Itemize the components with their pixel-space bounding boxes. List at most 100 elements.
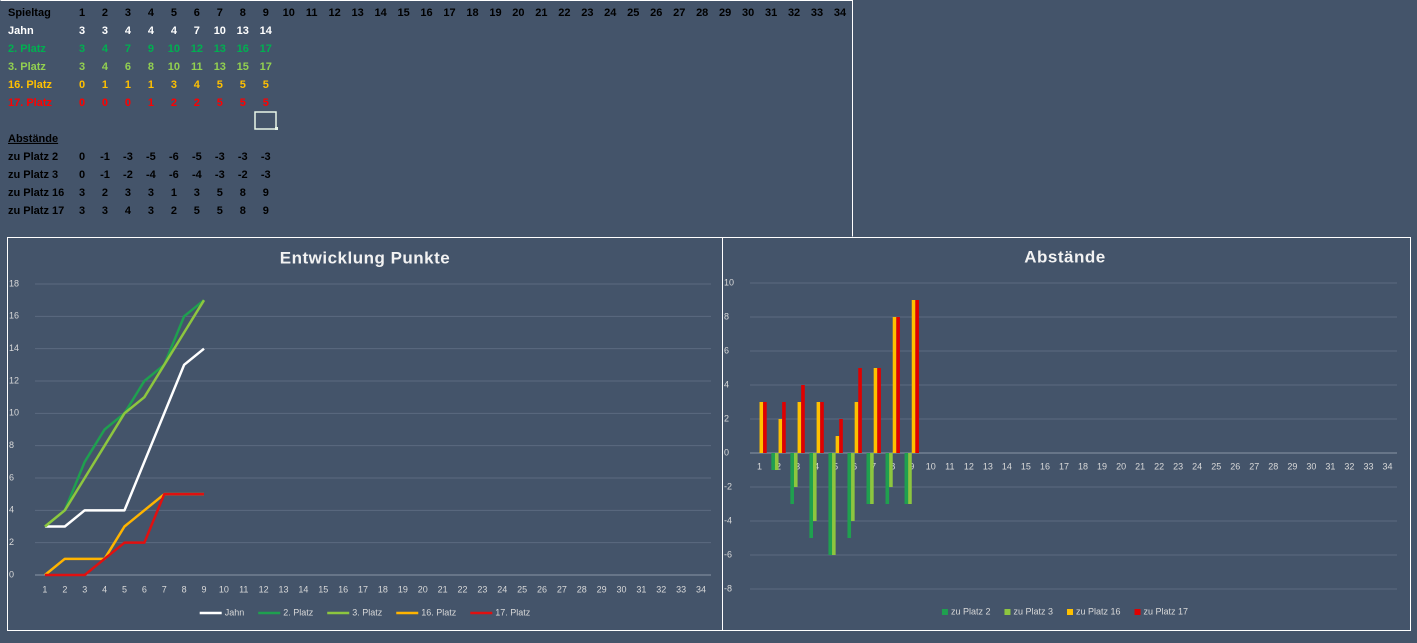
bar	[759, 402, 764, 453]
legend-label: zu Platz 3	[1013, 606, 1053, 616]
cell: -5	[146, 151, 156, 163]
bar	[778, 419, 783, 453]
x-tick-label: 32	[1344, 461, 1354, 471]
header-day: 25	[627, 7, 639, 19]
cell: 6	[125, 61, 131, 73]
x-tick-label: 31	[1325, 461, 1335, 471]
x-tick-label: 17	[1059, 461, 1069, 471]
bar	[839, 419, 843, 453]
cell: -3	[261, 151, 271, 163]
legend-label: 16. Platz	[421, 607, 457, 617]
bar	[809, 453, 814, 538]
x-tick-label: 24	[1192, 461, 1202, 471]
bar	[797, 402, 802, 453]
row-label: Jahn	[8, 25, 34, 37]
cell: 8	[148, 61, 154, 73]
y-tick-label: 0	[724, 447, 729, 457]
x-tick-label: 25	[517, 584, 527, 594]
table-border	[0, 0, 853, 237]
cell: 4	[148, 25, 155, 37]
bar	[889, 453, 893, 487]
cell: -3	[261, 169, 271, 181]
bar	[832, 453, 836, 555]
header-day: 22	[558, 7, 570, 19]
cell: 3	[79, 25, 85, 37]
bar	[813, 453, 817, 521]
bar	[763, 402, 767, 453]
row-label: 2. Platz	[8, 43, 46, 55]
legend-swatch	[1134, 609, 1141, 615]
y-tick-label: 0	[9, 569, 14, 579]
y-tick-label: 18	[9, 278, 19, 288]
cell: 2	[171, 97, 177, 109]
x-tick-label: 28	[1268, 461, 1278, 471]
cell: 11	[191, 61, 203, 73]
section-heading: Abstände	[8, 133, 58, 145]
x-tick-label: 21	[438, 584, 448, 594]
bar	[854, 402, 859, 453]
bar	[793, 453, 798, 487]
y-tick-label: 10	[9, 408, 19, 418]
x-tick-label: 18	[378, 584, 388, 594]
cell: 1	[125, 79, 131, 91]
cell: 1	[148, 79, 154, 91]
y-tick-label: 8	[9, 440, 14, 450]
row-label: 17. Platz	[8, 97, 53, 109]
x-tick-label: 25	[1211, 461, 1221, 471]
row-label: zu Platz 2	[8, 151, 58, 163]
cell: 4	[102, 61, 109, 73]
row-label: zu Platz 3	[8, 169, 58, 181]
selected-cell[interactable]	[254, 111, 277, 130]
cell: 3	[171, 79, 177, 91]
bar	[908, 453, 912, 504]
fill-handle[interactable]	[275, 127, 278, 130]
header-day: 28	[696, 7, 708, 19]
header-day: 27	[673, 7, 685, 19]
cell: 4	[194, 79, 201, 91]
y-tick-label: 8	[724, 311, 729, 321]
header-day: 30	[742, 7, 754, 19]
y-tick-label: -2	[724, 481, 732, 491]
cell: -6	[169, 169, 179, 181]
y-tick-label: -4	[724, 515, 732, 525]
x-tick-label: 29	[1287, 461, 1297, 471]
legend-swatch	[1004, 609, 1011, 615]
header-day: 13	[352, 7, 364, 19]
bar	[790, 453, 794, 504]
x-tick-label: 3	[82, 584, 87, 594]
cell: 3	[79, 187, 85, 199]
chart-title: Entwicklung Punkte	[280, 248, 451, 267]
cell: 7	[125, 43, 131, 55]
bar	[782, 402, 786, 453]
x-tick-label: 32	[656, 584, 666, 594]
x-tick-label: 14	[298, 584, 308, 594]
x-tick-label: 24	[497, 584, 507, 594]
cell: 13	[214, 61, 226, 73]
x-tick-label: 11	[945, 461, 954, 471]
header-day: 3	[125, 7, 131, 19]
cell: 0	[79, 79, 85, 91]
series-line	[44, 299, 206, 528]
y-tick-label: 6	[724, 345, 729, 355]
cell: 14	[260, 25, 273, 37]
cell: -4	[192, 169, 203, 181]
header-day: 2	[102, 7, 108, 19]
header-day: 32	[788, 7, 800, 19]
x-tick-label: 7	[162, 584, 167, 594]
header-day: 17	[443, 7, 455, 19]
cell: 3	[102, 25, 108, 37]
cell: -6	[169, 151, 179, 163]
cell: -3	[238, 151, 248, 163]
x-tick-label: 33	[676, 584, 686, 594]
x-tick-label: 29	[597, 584, 607, 594]
cell: 5	[217, 97, 223, 109]
x-tick-label: 31	[636, 584, 646, 594]
cell: 9	[263, 205, 269, 217]
chart-frame[interactable]	[722, 237, 1411, 631]
bar	[820, 402, 824, 453]
cell: 5	[263, 79, 269, 91]
cell: -3	[123, 151, 133, 163]
header-day: 31	[765, 7, 777, 19]
